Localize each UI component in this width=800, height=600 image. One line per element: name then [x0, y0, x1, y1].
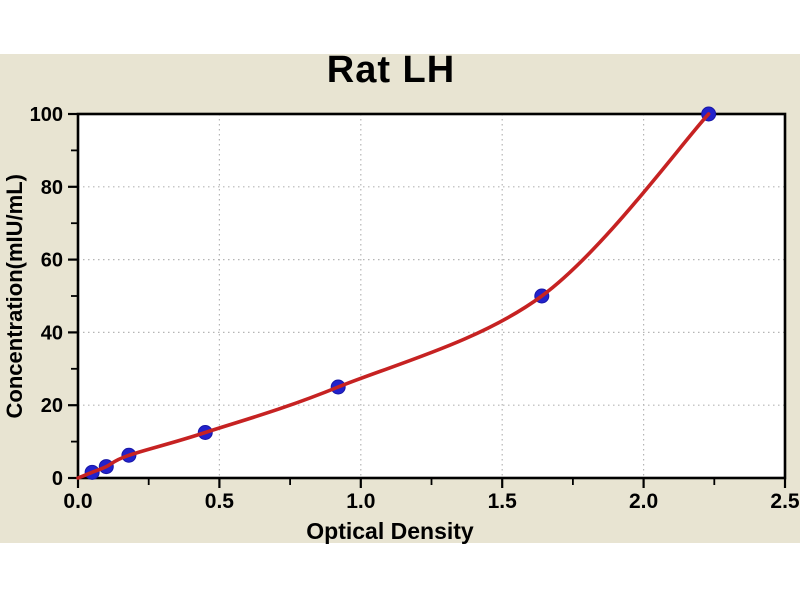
- chart-title: Rat LH: [326, 49, 456, 91]
- x-axis-tick-label: 0.5: [205, 490, 235, 513]
- y-axis-tick-label: 80: [41, 177, 63, 199]
- x-axis-tick-label: 2.0: [629, 490, 658, 513]
- x-axis-tick-label: 1.5: [488, 490, 518, 513]
- y-axis-tick-label: 20: [41, 395, 63, 417]
- x-axis-title: Optical Density: [306, 518, 474, 544]
- y-axis-tick-label: 40: [41, 322, 63, 344]
- plot-frame: [76, 112, 787, 480]
- standard-curve: [76, 112, 711, 480]
- plot-area: [78, 114, 785, 478]
- y-axis-tick-label: 60: [41, 250, 63, 272]
- x-axis-tick-label: 2.5: [770, 490, 800, 513]
- x-axis-tick-label: 0.0: [63, 490, 92, 513]
- y-axis-tick-label: 0: [52, 468, 63, 490]
- y-axis-tick-label: 100: [30, 104, 63, 126]
- x-axis-tick-label: 1.0: [346, 490, 375, 513]
